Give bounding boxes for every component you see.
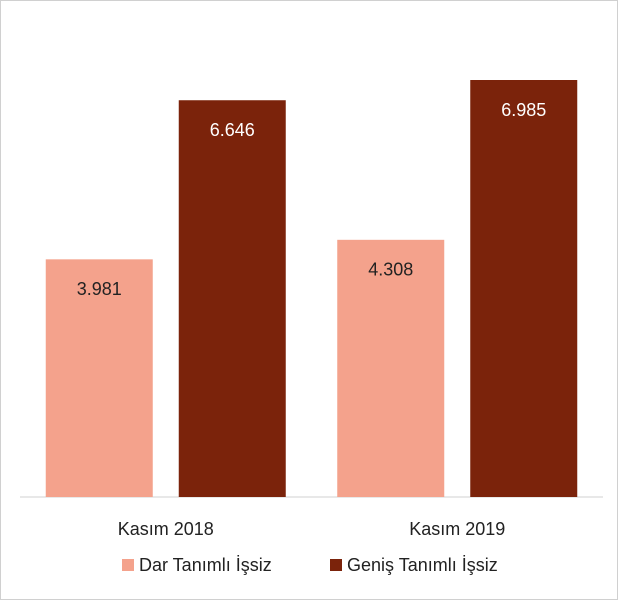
legend-swatch [330, 559, 342, 571]
x-tick-label: Kasım 2018 [118, 519, 214, 539]
legend-swatch [122, 559, 134, 571]
data-label: 3.981 [77, 279, 122, 299]
bar [337, 239, 445, 497]
bar [470, 80, 578, 497]
x-tick-label: Kasım 2019 [409, 519, 505, 539]
bar [178, 100, 286, 497]
bar [45, 259, 153, 497]
data-label: 6.985 [501, 100, 546, 120]
legend-label: Dar Tanımlı İşsiz [139, 555, 272, 575]
data-label: 6.646 [210, 120, 255, 140]
legend-label: Geniş Tanımlı İşsiz [347, 555, 498, 575]
data-label: 4.308 [368, 260, 413, 280]
